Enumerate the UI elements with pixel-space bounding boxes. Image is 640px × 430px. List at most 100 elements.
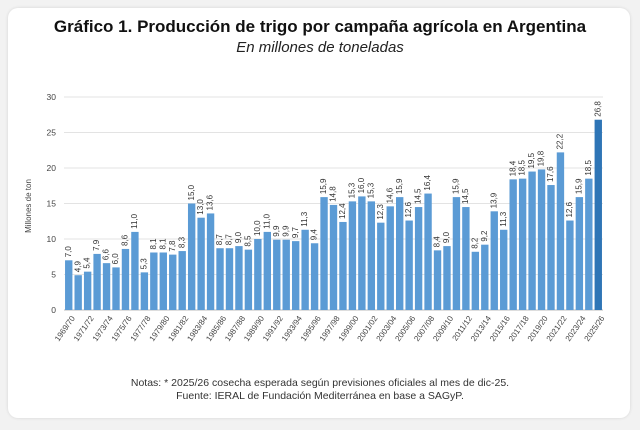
- value-label: 19,5: [527, 152, 536, 168]
- bar-1970-71: [74, 275, 82, 310]
- value-label: 22,2: [556, 133, 565, 149]
- bar-2021-22: [556, 152, 565, 310]
- value-label: 8,7: [215, 234, 224, 246]
- bar-2008-09: [433, 250, 442, 310]
- value-label: 26,8: [593, 101, 602, 117]
- bar-2004-05: [396, 197, 404, 310]
- value-label: 8,7: [225, 234, 234, 246]
- bar-1976-77: [131, 231, 139, 310]
- bar-1995-96: [310, 243, 319, 310]
- bar-1993-94: [291, 241, 300, 310]
- source-note: Fuente: IERAL de Fundación Mediterránea …: [176, 390, 464, 402]
- bar-1973-74: [102, 263, 111, 310]
- bar-2011-12: [462, 207, 470, 310]
- bar-2014-15: [490, 211, 498, 310]
- bar-1977-78: [140, 272, 149, 310]
- bar-1990-91: [263, 231, 271, 310]
- value-label: 12,6: [565, 201, 574, 217]
- bar-2024-25: [585, 178, 593, 310]
- bar-2005-06: [405, 220, 413, 310]
- value-label: 9,4: [310, 229, 319, 241]
- bar-1985-86: [216, 248, 224, 310]
- bar-1978-79: [150, 252, 158, 310]
- x-tick-label: 2025/26: [583, 314, 607, 343]
- bar-1991-92: [273, 239, 281, 310]
- bar-1984-85: [206, 213, 215, 310]
- y-tick-label: 25: [47, 128, 57, 138]
- y-axis-ticks: 0 5 10 15 20 25 30: [47, 92, 57, 315]
- y-tick-label: 10: [47, 234, 57, 244]
- bar-1994-95: [301, 229, 309, 310]
- value-label: 4,9: [73, 261, 82, 273]
- value-label: 8,1: [158, 238, 167, 250]
- value-labels: 7,04,9 5,47,96,6 6,08,611,05,38,1 8,1 7,8 8,3…: [64, 101, 603, 273]
- value-label: 14,5: [461, 188, 470, 204]
- bar-1971-72: [83, 271, 92, 310]
- value-label: 14,6: [385, 187, 394, 203]
- footnote: Notas: * 2025/26 cosecha esperada según …: [130, 377, 510, 389]
- value-label: 9,2: [480, 230, 489, 242]
- bar-2006-07: [414, 207, 423, 310]
- value-label: 7,9: [92, 239, 101, 251]
- value-label: 6,0: [111, 253, 120, 265]
- chart-title: Gráfico 1. Producción de trigo por campa…: [53, 17, 587, 36]
- chart-card: [8, 8, 630, 418]
- value-label: 8,5: [244, 235, 253, 247]
- value-label: 18,5: [584, 160, 593, 176]
- y-tick-label: 5: [51, 270, 56, 280]
- value-label: 16,4: [423, 174, 432, 190]
- value-label: 14,8: [329, 186, 338, 202]
- bar-2009-10: [443, 246, 451, 310]
- bar-2000-01: [358, 196, 366, 310]
- value-label: 18,4: [508, 160, 517, 176]
- bar-1975-76: [121, 248, 130, 310]
- bar-1997-98: [329, 204, 338, 310]
- bar-2017-18: [518, 178, 527, 310]
- value-label: 13,9: [489, 192, 498, 208]
- bar-1992-93: [282, 239, 290, 310]
- value-label: 15,9: [319, 178, 328, 194]
- value-label: 18,5: [518, 160, 527, 176]
- bar-2002-03: [377, 222, 385, 310]
- bar-1998-99: [339, 221, 347, 310]
- value-label: 9,9: [281, 225, 290, 237]
- bar-2012-13: [471, 251, 480, 310]
- bar-series: [65, 119, 602, 310]
- x-axis-ticks: 1969/701971/721973/741975/761977/781979/…: [53, 314, 607, 343]
- bar-2022-23: [566, 220, 574, 310]
- y-tick-label: 20: [47, 163, 57, 173]
- bar-1988-89: [244, 249, 253, 310]
- bar-1987-88: [235, 246, 243, 310]
- bar-1986-87: [225, 248, 234, 310]
- value-label: 15,9: [395, 178, 404, 194]
- y-tick-label: 0: [51, 305, 56, 315]
- value-label: 9,9: [272, 225, 281, 237]
- value-label: 8,1: [149, 238, 158, 250]
- bar-2007-08: [424, 193, 432, 310]
- value-label: 15,3: [366, 182, 375, 198]
- value-label: 6,6: [102, 248, 111, 260]
- value-label: 12,4: [338, 203, 347, 219]
- value-label: 8,2: [470, 237, 479, 249]
- value-label: 9,0: [442, 231, 451, 243]
- bar-1989-90: [254, 239, 262, 310]
- value-label: 13,6: [206, 194, 215, 210]
- bar-1981-82: [178, 251, 186, 310]
- value-label: 9,7: [291, 226, 300, 238]
- bar-1979-80: [159, 252, 167, 310]
- chart-subtitle: En millones de toneladas: [236, 39, 404, 56]
- value-label: 11,0: [130, 213, 139, 229]
- value-label: 16,0: [357, 177, 366, 193]
- value-label: 10,0: [253, 220, 262, 236]
- bar-2010-11: [452, 197, 461, 310]
- bar-2018-19: [528, 171, 536, 310]
- value-label: 7,0: [64, 246, 73, 258]
- bar-2001-02: [367, 201, 376, 310]
- bar-2023-24: [575, 197, 584, 310]
- bar-1983-84: [197, 217, 205, 310]
- bar-2003-04: [386, 206, 394, 310]
- value-label: 9,0: [234, 231, 243, 243]
- value-label: 5,3: [139, 258, 148, 270]
- value-label: 14,5: [414, 188, 423, 204]
